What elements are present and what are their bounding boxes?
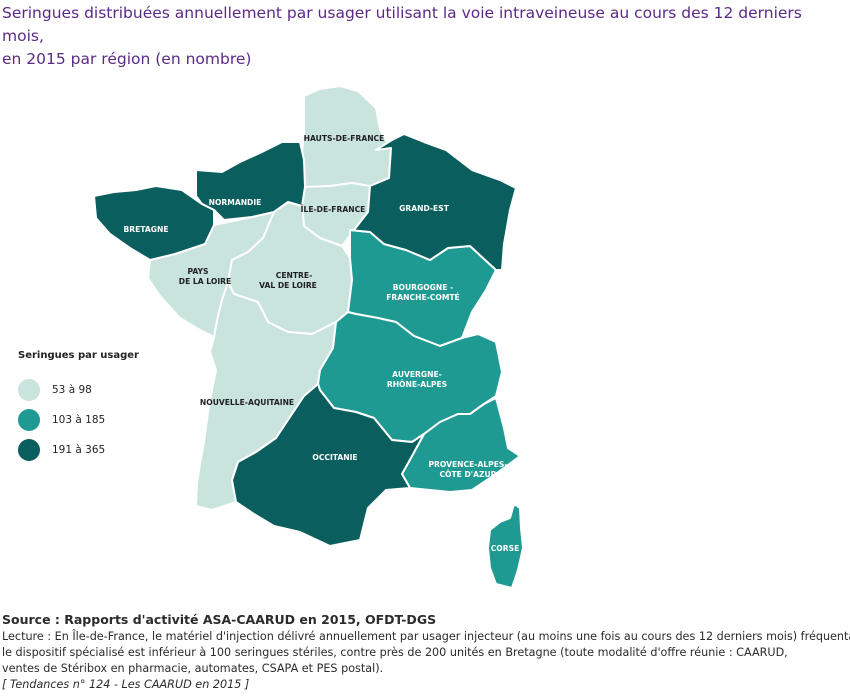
label-pays-de-la-loire-line-2: DE LA LOIRE	[179, 277, 231, 286]
reading-note-line-2: le dispositif spécialisé est inférieur à…	[2, 646, 788, 659]
label-auvergne-rhone-alpes-line-2: RHÔNE-ALPES	[387, 380, 447, 389]
legend-swatch-high	[18, 439, 40, 461]
legend-label-mid: 103 à 185	[52, 414, 106, 426]
region-bretagne[interactable]	[93, 185, 215, 261]
map-title: Seringues distribuées annuellement par u…	[2, 2, 842, 71]
label-pays-de-la-loire-line-1: PAYS	[188, 267, 209, 276]
label-bourgogne-franche-comte-line-1: BOURGOGNE -	[393, 283, 454, 292]
map-legend: Seringues par usager 53 à 98 103 à 185 1…	[18, 350, 178, 465]
label-normandie: NORMANDIE	[209, 198, 262, 207]
legend-label-high: 191 à 365	[52, 444, 106, 456]
label-grand-est: GRAND-EST	[399, 204, 450, 213]
label-nouvelle-aquitaine: NOUVELLE-AQUITAINE	[200, 398, 294, 407]
label-occitanie: OCCITANIE	[312, 453, 357, 462]
source-title: Source : Rapports d'activité ASA-CAARUD …	[2, 612, 437, 627]
label-corse: CORSE	[491, 544, 520, 553]
legend-item-low: 53 à 98	[18, 375, 178, 405]
label-hauts-de-france: HAUTS-DE-FRANCE	[304, 134, 385, 143]
legend-title: Seringues par usager	[18, 350, 139, 361]
label-paca-line-2: CÔTE D'AZUR	[439, 470, 496, 479]
legend-item-high: 191 à 365	[18, 435, 178, 465]
label-paca-line-1: PROVENCE-ALPES-	[428, 460, 507, 469]
reading-note-line-3: ventes de Stéribox en pharmacie, automat…	[2, 662, 384, 675]
label-ile-de-france: ÎLE-DE-FRANCE	[301, 205, 366, 214]
legend-swatch-mid	[18, 409, 40, 431]
region-occitanie[interactable]	[231, 383, 425, 547]
label-bretagne: BRETAGNE	[123, 225, 168, 234]
label-centre-val-de-loire-line-1: CENTRE-	[276, 271, 312, 280]
legend-item-mid: 103 à 185	[18, 405, 178, 435]
map-title-line-2: en 2015 par région (en nombre)	[2, 50, 252, 68]
legend-label-low: 53 à 98	[52, 384, 92, 396]
label-centre-val-de-loire-line-2: VAL DE LOIRE	[259, 281, 317, 290]
region-grand-est[interactable]	[349, 133, 517, 271]
label-auvergne-rhone-alpes-line-1: AUVERGNE-	[392, 370, 442, 379]
publication-reference: [ Tendances n° 124 - Les CAARUD en 2015 …	[2, 678, 250, 691]
label-bourgogne-franche-comte-line-2: FRANCHE-COMTÉ	[386, 293, 460, 302]
region-corse[interactable]	[487, 503, 524, 589]
legend-swatch-low	[18, 379, 40, 401]
source-block: Source : Rapports d'activité ASA-CAARUD …	[2, 611, 850, 693]
map-title-line-1: Seringues distribuées annuellement par u…	[2, 4, 802, 45]
reading-note-line-1: Lecture : En Île-de-France, le matériel …	[2, 630, 850, 643]
